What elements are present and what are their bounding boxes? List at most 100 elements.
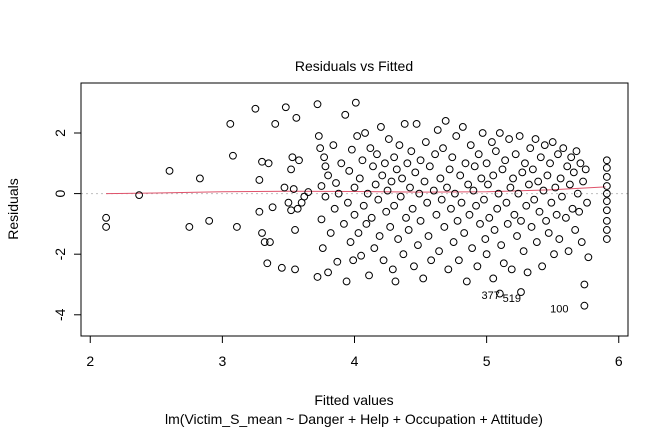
data-point bbox=[318, 244, 327, 253]
data-point bbox=[514, 189, 523, 198]
data-point bbox=[559, 144, 568, 153]
data-point bbox=[510, 210, 519, 219]
data-point bbox=[317, 215, 326, 224]
data-point bbox=[291, 265, 299, 274]
data-point bbox=[266, 238, 274, 246]
data-point bbox=[317, 182, 326, 190]
data-point bbox=[540, 141, 549, 150]
data-point bbox=[534, 177, 543, 186]
data-point bbox=[196, 174, 204, 183]
data-point bbox=[452, 132, 461, 140]
data-point bbox=[453, 216, 462, 225]
data-point bbox=[394, 235, 403, 243]
data-point bbox=[474, 150, 483, 159]
data-point bbox=[502, 198, 511, 207]
data-point bbox=[431, 150, 439, 159]
data-point bbox=[324, 171, 332, 180]
data-point bbox=[542, 216, 550, 225]
data-point bbox=[332, 179, 340, 187]
data-point bbox=[416, 216, 425, 225]
data-point bbox=[369, 162, 377, 171]
data-point bbox=[579, 177, 587, 186]
data-point bbox=[539, 186, 548, 195]
data-point bbox=[567, 153, 576, 162]
data-point bbox=[255, 207, 264, 216]
data-point bbox=[602, 235, 611, 243]
data-point bbox=[584, 253, 593, 262]
data-point bbox=[399, 250, 408, 259]
data-point bbox=[460, 229, 469, 237]
data-point bbox=[472, 201, 480, 210]
data-point bbox=[451, 189, 459, 198]
data-point bbox=[375, 232, 384, 240]
data-point bbox=[581, 165, 590, 174]
data-point bbox=[602, 197, 611, 206]
data-point bbox=[346, 238, 355, 246]
data-point bbox=[407, 147, 416, 156]
data-point bbox=[465, 210, 474, 219]
data-point bbox=[280, 183, 289, 192]
data-point bbox=[313, 100, 322, 109]
data-point bbox=[334, 189, 343, 198]
data-point bbox=[374, 195, 383, 204]
data-point bbox=[321, 192, 330, 201]
data-point bbox=[456, 171, 465, 180]
data-point bbox=[466, 141, 475, 150]
y-tick-label: 0 bbox=[52, 189, 68, 197]
data-point bbox=[573, 189, 582, 198]
data-point bbox=[347, 145, 356, 154]
data-point bbox=[602, 156, 611, 165]
data-point bbox=[433, 126, 442, 134]
data-point bbox=[423, 198, 432, 207]
data-point bbox=[291, 226, 299, 234]
data-point bbox=[386, 223, 395, 231]
data-point bbox=[359, 201, 368, 210]
data-point bbox=[439, 144, 447, 153]
data-point bbox=[477, 174, 486, 183]
data-point bbox=[470, 162, 479, 171]
data-point bbox=[361, 129, 369, 137]
data-point bbox=[602, 182, 611, 190]
data-point bbox=[427, 256, 436, 265]
data-point bbox=[554, 150, 562, 159]
data-point bbox=[396, 192, 405, 201]
data-point bbox=[295, 156, 303, 165]
data-point bbox=[420, 177, 429, 186]
data-point bbox=[343, 198, 352, 207]
data-point bbox=[390, 201, 399, 210]
data-point bbox=[489, 274, 498, 283]
data-point bbox=[481, 235, 490, 243]
data-point bbox=[602, 173, 611, 181]
data-point bbox=[576, 159, 585, 168]
data-point bbox=[536, 153, 545, 162]
data-point bbox=[392, 165, 401, 174]
data-point bbox=[485, 213, 494, 222]
data-point bbox=[353, 132, 362, 140]
data-point bbox=[313, 273, 322, 281]
data-point bbox=[445, 165, 454, 174]
data-point bbox=[478, 129, 487, 137]
data-point bbox=[258, 157, 266, 166]
data-point bbox=[572, 147, 581, 156]
data-point bbox=[493, 204, 502, 213]
data-point bbox=[461, 159, 470, 168]
data-point bbox=[550, 250, 558, 259]
data-point bbox=[293, 204, 302, 213]
outlier-label: 377 bbox=[481, 290, 499, 302]
data-point bbox=[226, 120, 235, 128]
data-point bbox=[416, 156, 425, 165]
data-point bbox=[351, 98, 360, 107]
data-point bbox=[521, 159, 529, 168]
data-point bbox=[532, 238, 541, 246]
data-point bbox=[135, 191, 144, 200]
data-point bbox=[501, 156, 510, 165]
x-tick-label: 6 bbox=[615, 353, 623, 369]
data-point bbox=[602, 163, 611, 172]
data-point bbox=[429, 186, 438, 195]
data-point bbox=[342, 277, 351, 286]
data-point bbox=[271, 120, 280, 128]
data-point bbox=[499, 259, 508, 268]
data-point bbox=[340, 219, 348, 228]
x-tick-label: 5 bbox=[483, 353, 491, 369]
